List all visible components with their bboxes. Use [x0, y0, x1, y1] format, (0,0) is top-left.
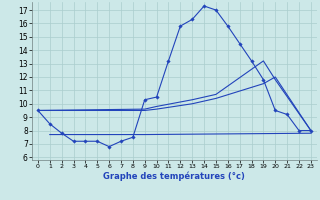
X-axis label: Graphe des températures (°c): Graphe des températures (°c) — [103, 172, 245, 181]
